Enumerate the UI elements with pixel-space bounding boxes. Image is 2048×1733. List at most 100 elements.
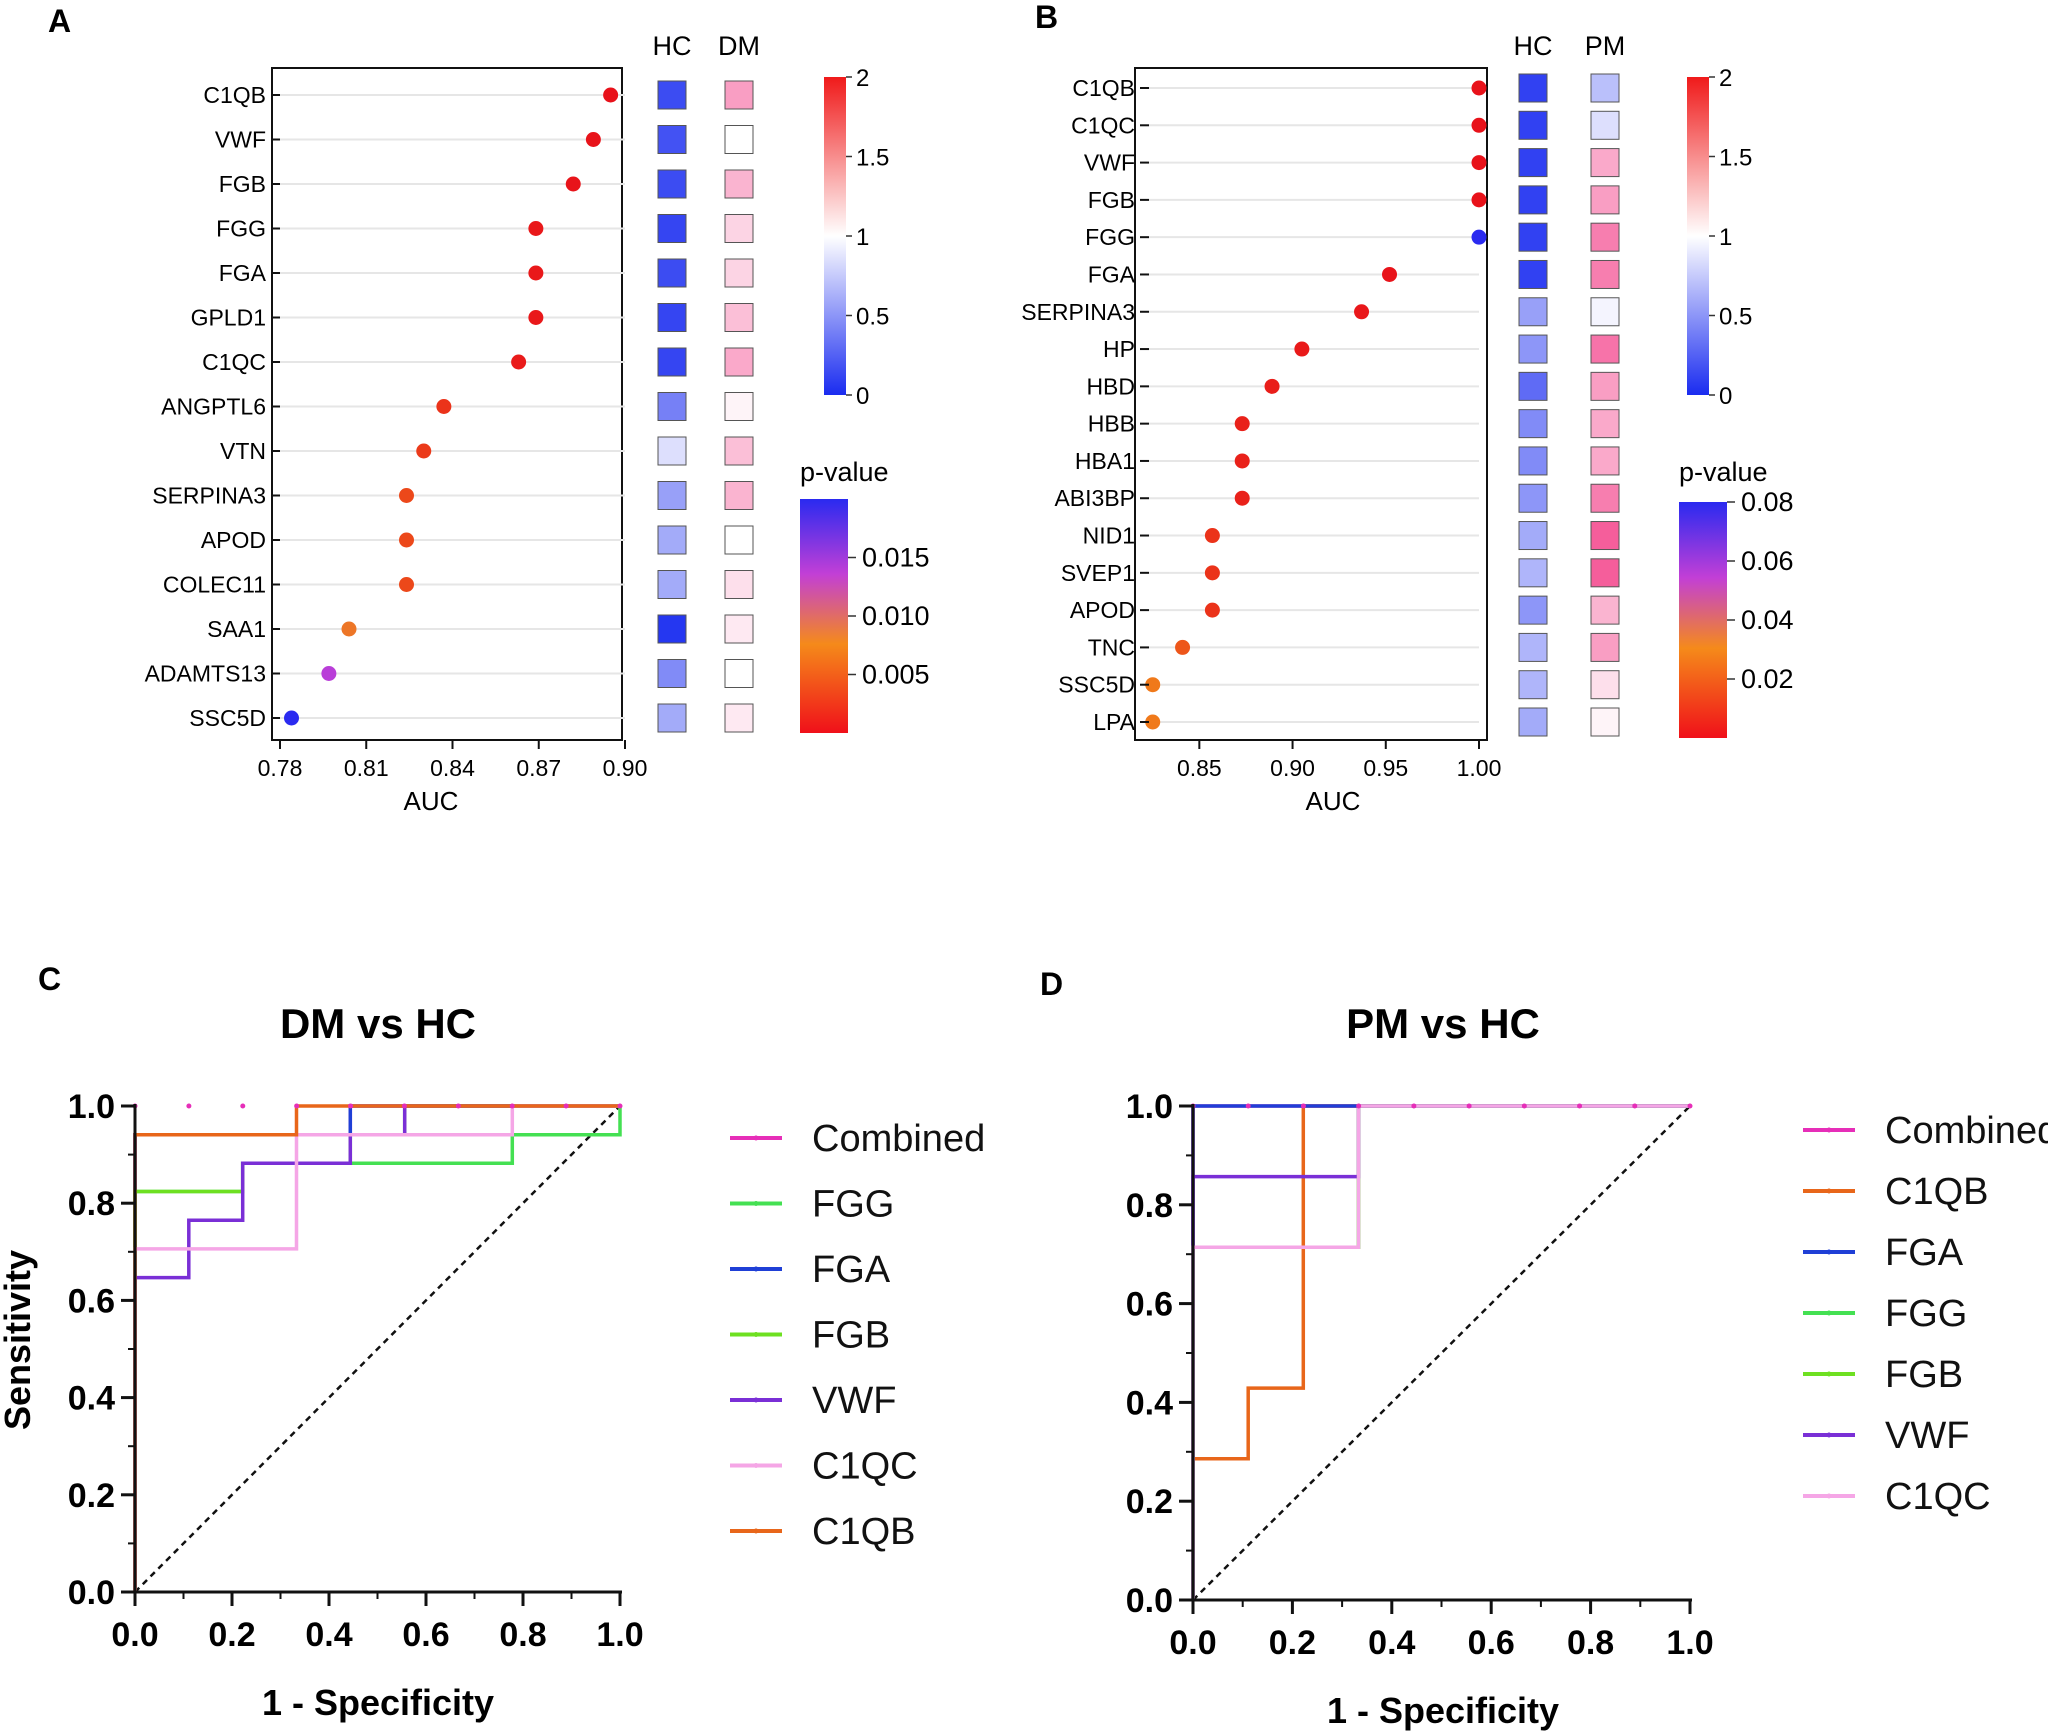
x-tick-label: 0.78: [258, 755, 303, 781]
curve-marker: [455, 1103, 461, 1109]
auc-point: [1204, 528, 1220, 544]
heatmap-cell-dm: [724, 392, 754, 421]
y-tick-label: 0.8: [68, 1185, 115, 1223]
heatmap-cell-hc: [657, 525, 687, 555]
heatmap-cell-dm: [724, 258, 754, 288]
x-tick-label: 0.2: [1269, 1624, 1316, 1662]
heatmap-cell-hc: [1518, 334, 1548, 364]
heatmap-cell-hc: [657, 258, 687, 288]
panel-a-heat-col-hc: HC: [653, 31, 692, 61]
heatmap-cell-dm: [724, 169, 754, 199]
y-tick-label: 0.6: [68, 1282, 115, 1320]
x-tick-label: 0.8: [499, 1616, 546, 1654]
heatmap-cell-hc: [1518, 148, 1548, 178]
panel-c-plot-area: 0.0 0.2 0.4 0.6 0.8 1.0 0.0 0.2 0.4 0.6 0.8 1.0: [68, 1088, 644, 1654]
fold-tick-label: 1.5: [1719, 145, 1752, 172]
heatmap-cell-hc: [1518, 707, 1548, 737]
y-tick-label: 0.4: [68, 1380, 115, 1418]
gene-label: C1QB: [203, 82, 266, 108]
legend-swatch-marker: [753, 1135, 759, 1141]
heatmap-cell-hc: [1518, 483, 1548, 513]
fold-tick-label: 0: [1719, 383, 1732, 410]
gene-label: APOD: [1070, 597, 1135, 623]
panel-b-fold-colorbar: [1687, 77, 1709, 395]
heatmap-cell-pm: [1590, 371, 1620, 401]
gene-label: FGA: [219, 260, 267, 286]
legend-label: Combined: [1885, 1110, 2048, 1152]
heatmap-cell-pm: [1590, 259, 1620, 289]
fold-tick-label: 0.5: [1719, 304, 1752, 331]
heatmap-cell-pm: [1590, 558, 1620, 588]
roc-curve-vwf: [133, 1104, 620, 1592]
gene-label: FGG: [1085, 224, 1135, 250]
curve-marker: [1245, 1103, 1251, 1109]
legend-swatch-marker: [753, 1332, 759, 1337]
legend-label: FGA: [1885, 1232, 1964, 1274]
p-tick-label: 0.04: [1741, 605, 1794, 635]
panel-a-p-value-colorbar: [800, 499, 848, 733]
heatmap-cell-pm: [1590, 446, 1620, 476]
auc-point: [1145, 714, 1161, 730]
heatmap-cell-hc: [657, 703, 687, 733]
x-tick-label: 0.85: [1177, 755, 1222, 781]
legend-label: FGG: [1885, 1293, 1967, 1335]
curve-marker: [1521, 1103, 1527, 1109]
panel-d-legend: Combined C1QB FGA FGG FGB VWF C1QC: [1803, 1110, 2048, 1518]
panel-a-dot-plot: C1QB VWF FGB FGG FGA GPLD1 C1QC ANGPTL6 VTN SERPI…: [145, 31, 930, 816]
panel-a-fold-colorbar-ticks: 2 1.5 1 0.5 0: [846, 65, 889, 410]
p-tick-label: 0.02: [1741, 664, 1794, 694]
heatmap-cell-pm: [1590, 148, 1620, 178]
heatmap-cell-hc: [1518, 73, 1548, 103]
heatmap-cell-hc: [1518, 259, 1548, 289]
panel-d-title: PM vs HC: [1346, 1000, 1540, 1047]
auc-point: [528, 310, 544, 325]
panel-b-x-ticks: 0.85 0.90 0.95 1.00: [1177, 740, 1501, 781]
legend-label: C1QC: [1885, 1476, 1991, 1518]
auc-point: [585, 132, 601, 147]
panel-b-gene-labels: C1QB C1QC VWF FGB FGG FGA SERPINA3 HP HBD HBB HBA1…: [1021, 75, 1149, 735]
fold-tick-label: 2: [1719, 65, 1732, 92]
x-tick-label: 0.90: [1270, 755, 1315, 781]
gene-label: FGB: [219, 171, 266, 197]
gene-label: ADAMTS13: [145, 661, 266, 687]
auc-point: [399, 488, 414, 503]
panel-a-plot-frame: [271, 67, 623, 741]
curve-marker: [294, 1103, 300, 1109]
curve-marker: [1577, 1103, 1583, 1109]
heatmap-cell-hc: [1518, 222, 1548, 252]
x-tick-label: 0.6: [1468, 1624, 1515, 1662]
heatmap-cell-hc: [1518, 558, 1548, 588]
panel-label-b: B: [1035, 0, 1058, 35]
curve-marker: [563, 1103, 569, 1109]
legend-label: FGG: [812, 1184, 894, 1226]
heatmap-cell-dm: [724, 525, 754, 555]
heatmap-cell-dm: [724, 614, 754, 644]
heatmap-cell-hc: [657, 436, 687, 466]
heatmap-cell-hc: [1518, 670, 1548, 700]
auc-point: [399, 577, 414, 592]
gene-label: LPA: [1093, 709, 1135, 735]
legend-label: C1QB: [812, 1511, 915, 1553]
heatmap-cell-pm: [1590, 483, 1620, 513]
heatmap-cell-hc: [657, 392, 687, 421]
curve-marker: [1411, 1103, 1417, 1109]
y-tick-label: 0.0: [68, 1574, 115, 1612]
heatmap-cell-pm: [1590, 595, 1620, 625]
panel-b-plot-frame: [1134, 67, 1488, 741]
p-tick-label: 0.005: [862, 660, 930, 690]
curve-marker: [1466, 1103, 1472, 1109]
heatmap-cell-dm: [724, 80, 754, 110]
auc-point: [1234, 416, 1250, 432]
panel-c-legend: Combined FGG FGA FGB VWF C1QC C1QB: [730, 1118, 985, 1553]
heatmap-cell-dm: [724, 125, 754, 154]
panel-b-heat-col-hc: HC: [1514, 31, 1553, 61]
heatmap-cell-pm: [1590, 409, 1620, 439]
auc-point: [1234, 490, 1250, 506]
x-tick-label: 0.4: [305, 1616, 352, 1654]
auc-point: [1264, 378, 1280, 394]
heatmap-cell-hc: [657, 125, 687, 154]
heatmap-cell-hc: [1518, 185, 1548, 215]
y-tick-label: 0.4: [1126, 1384, 1173, 1422]
x-tick-label: 0.0: [1169, 1624, 1216, 1662]
